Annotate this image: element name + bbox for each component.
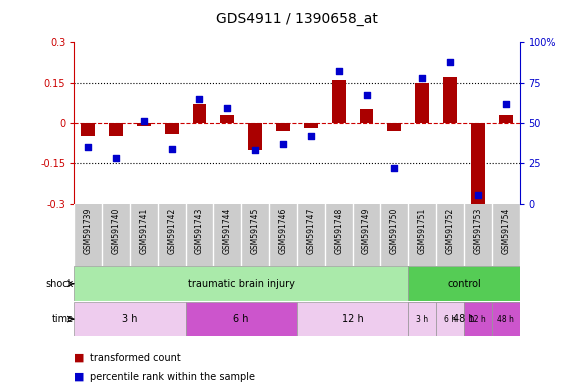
Bar (248, 123, 262, 150)
Text: 12 h: 12 h (341, 314, 364, 324)
Text: transformed count: transformed count (90, 353, 181, 362)
Text: 3 h: 3 h (122, 314, 138, 324)
Point (111, 155, 120, 161)
Text: 48 h: 48 h (497, 314, 514, 324)
Text: control: control (447, 279, 481, 289)
Bar (164, 123, 179, 134)
Text: GSM591744: GSM591744 (223, 207, 232, 254)
Bar (276, 123, 290, 131)
Bar (137, 123, 151, 126)
Point (251, 147, 260, 153)
Text: GSM591740: GSM591740 (111, 207, 120, 254)
Text: GSM591749: GSM591749 (362, 207, 371, 254)
Text: 6 h: 6 h (444, 314, 456, 324)
Bar (498, 115, 513, 123)
Bar (408, 302, 520, 336)
Bar (109, 123, 123, 136)
Point (195, 96, 204, 102)
Point (167, 146, 176, 152)
Point (390, 165, 399, 171)
Point (306, 133, 315, 139)
Text: GSM591752: GSM591752 (445, 207, 455, 253)
Bar (297, 302, 408, 336)
Text: GSM591743: GSM591743 (195, 207, 204, 254)
Point (417, 74, 427, 81)
Text: 48 h: 48 h (453, 314, 475, 324)
Text: ■: ■ (74, 353, 85, 362)
Bar (220, 115, 234, 123)
Bar (360, 109, 373, 123)
Text: GSM591748: GSM591748 (334, 207, 343, 253)
Text: GSM591741: GSM591741 (139, 207, 148, 253)
Bar (436, 302, 464, 336)
Bar (74, 302, 186, 336)
Point (362, 93, 371, 99)
Bar (464, 302, 492, 336)
Bar (186, 302, 297, 336)
Text: GSM591747: GSM591747 (306, 207, 315, 254)
Bar (332, 80, 345, 123)
Text: 3 h: 3 h (416, 314, 428, 324)
Bar (74, 266, 408, 301)
Text: 6 h: 6 h (234, 314, 249, 324)
Bar (492, 302, 520, 336)
Text: GSM591739: GSM591739 (83, 207, 93, 254)
Point (223, 105, 232, 111)
Text: ■: ■ (74, 372, 85, 382)
Point (83, 144, 93, 150)
Text: GSM591742: GSM591742 (167, 207, 176, 253)
Point (334, 68, 343, 74)
Text: traumatic brain injury: traumatic brain injury (188, 279, 295, 289)
Text: GSM591754: GSM591754 (501, 207, 510, 254)
Text: GSM591751: GSM591751 (417, 207, 427, 253)
Bar (471, 123, 485, 204)
Point (501, 101, 510, 107)
Text: GSM591753: GSM591753 (473, 207, 482, 254)
Text: GSM591745: GSM591745 (251, 207, 260, 254)
Text: GSM591746: GSM591746 (279, 207, 288, 254)
Bar (192, 104, 207, 123)
Point (445, 58, 455, 65)
Text: GSM591750: GSM591750 (390, 207, 399, 254)
Text: time: time (51, 314, 74, 324)
Bar (408, 302, 436, 336)
Text: GDS4911 / 1390658_at: GDS4911 / 1390658_at (216, 12, 378, 25)
Bar (304, 123, 318, 128)
Point (279, 141, 288, 147)
Text: percentile rank within the sample: percentile rank within the sample (90, 372, 255, 382)
Text: shock: shock (46, 279, 74, 289)
Bar (415, 83, 429, 123)
Bar (443, 77, 457, 123)
Text: 12 h: 12 h (469, 314, 486, 324)
Point (139, 118, 148, 124)
Bar (408, 266, 520, 301)
Point (473, 192, 482, 199)
Bar (387, 123, 401, 131)
Bar (81, 123, 95, 136)
